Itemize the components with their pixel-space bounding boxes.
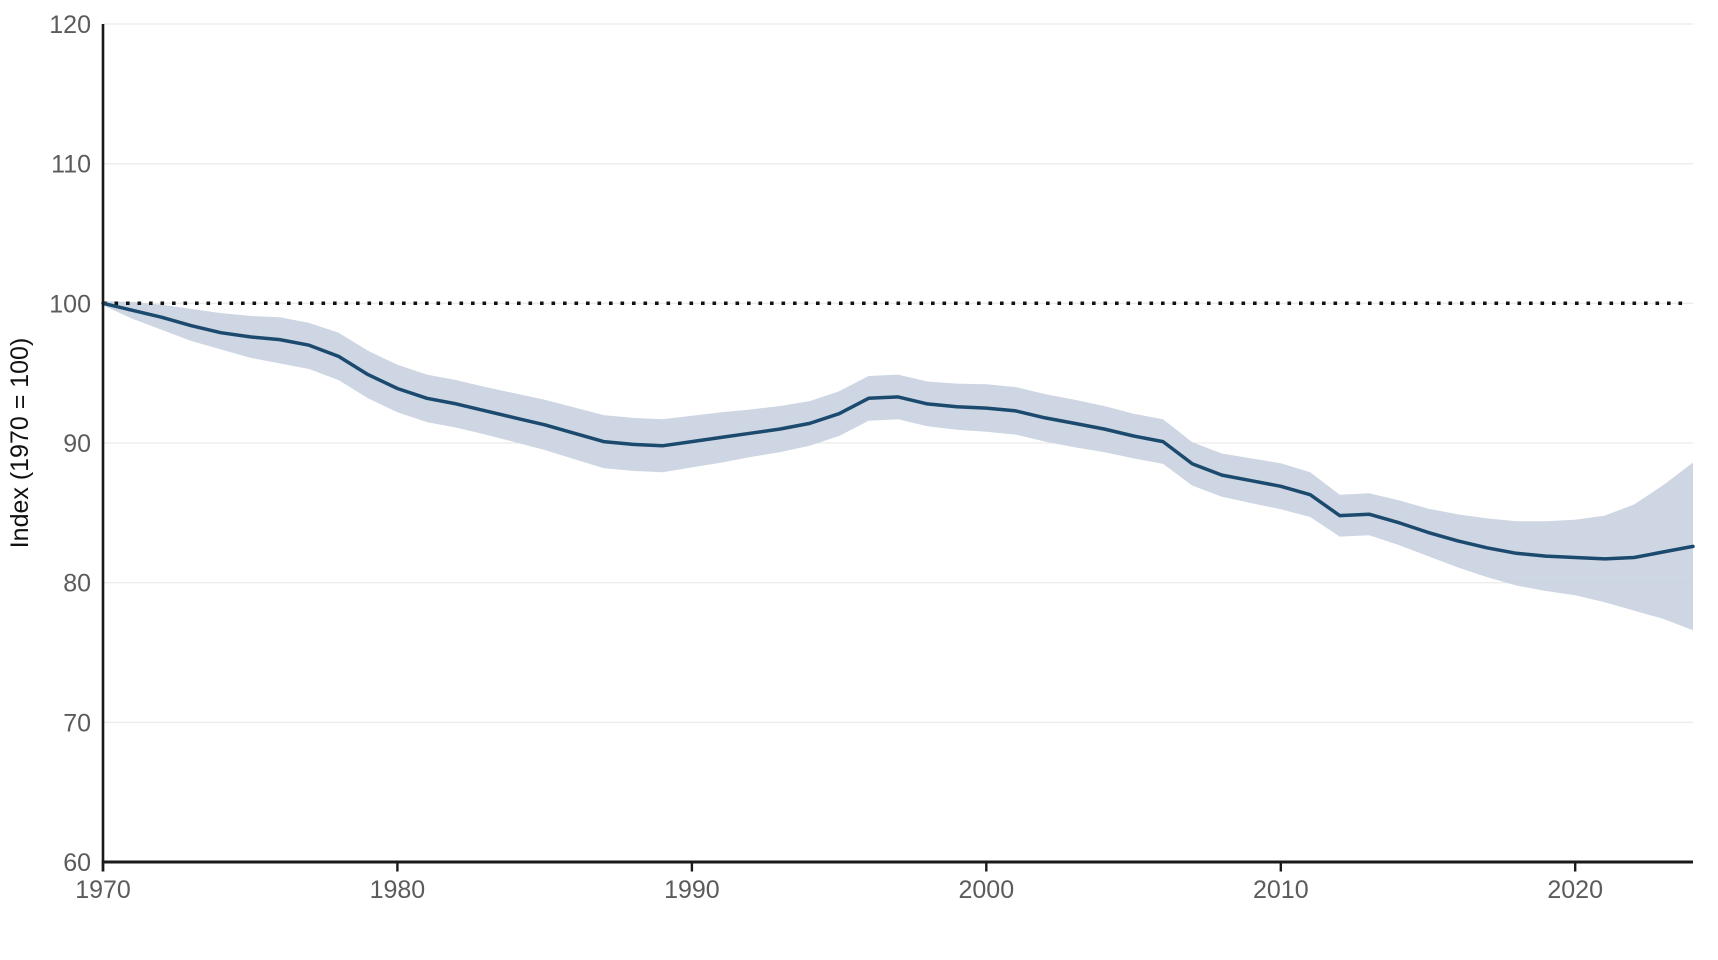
y-tick-label-80: 80 (63, 570, 91, 598)
y-tick-label-60: 60 (63, 849, 91, 877)
x-tick-label-1970: 1970 (75, 876, 131, 904)
y-tick-label-110: 110 (51, 151, 91, 179)
x-tick-label-1990: 1990 (664, 876, 720, 904)
x-tick-label-2000: 2000 (958, 876, 1014, 904)
x-tick-label-2020: 2020 (1547, 876, 1603, 904)
y-tick-label-100: 100 (49, 290, 91, 318)
x-tick-marks (101, 863, 1577, 872)
y-tick-label-90: 90 (63, 430, 91, 458)
x-tick-label-1980: 1980 (370, 876, 426, 904)
y-tick-labels: 60 70 80 90 100 110 120 (49, 11, 91, 877)
x-tick-label-2010: 2010 (1253, 876, 1309, 904)
x-tick-labels: 1970 1980 1990 2000 2010 2020 (75, 876, 1603, 904)
y-tick-label-70: 70 (63, 709, 91, 737)
y-axis-title: Index (1970 = 100) (6, 338, 34, 549)
axes (101, 24, 1693, 872)
y-tick-label-120: 120 (49, 11, 91, 39)
confidence-band (103, 301, 1693, 631)
index-line (101, 301, 1695, 561)
